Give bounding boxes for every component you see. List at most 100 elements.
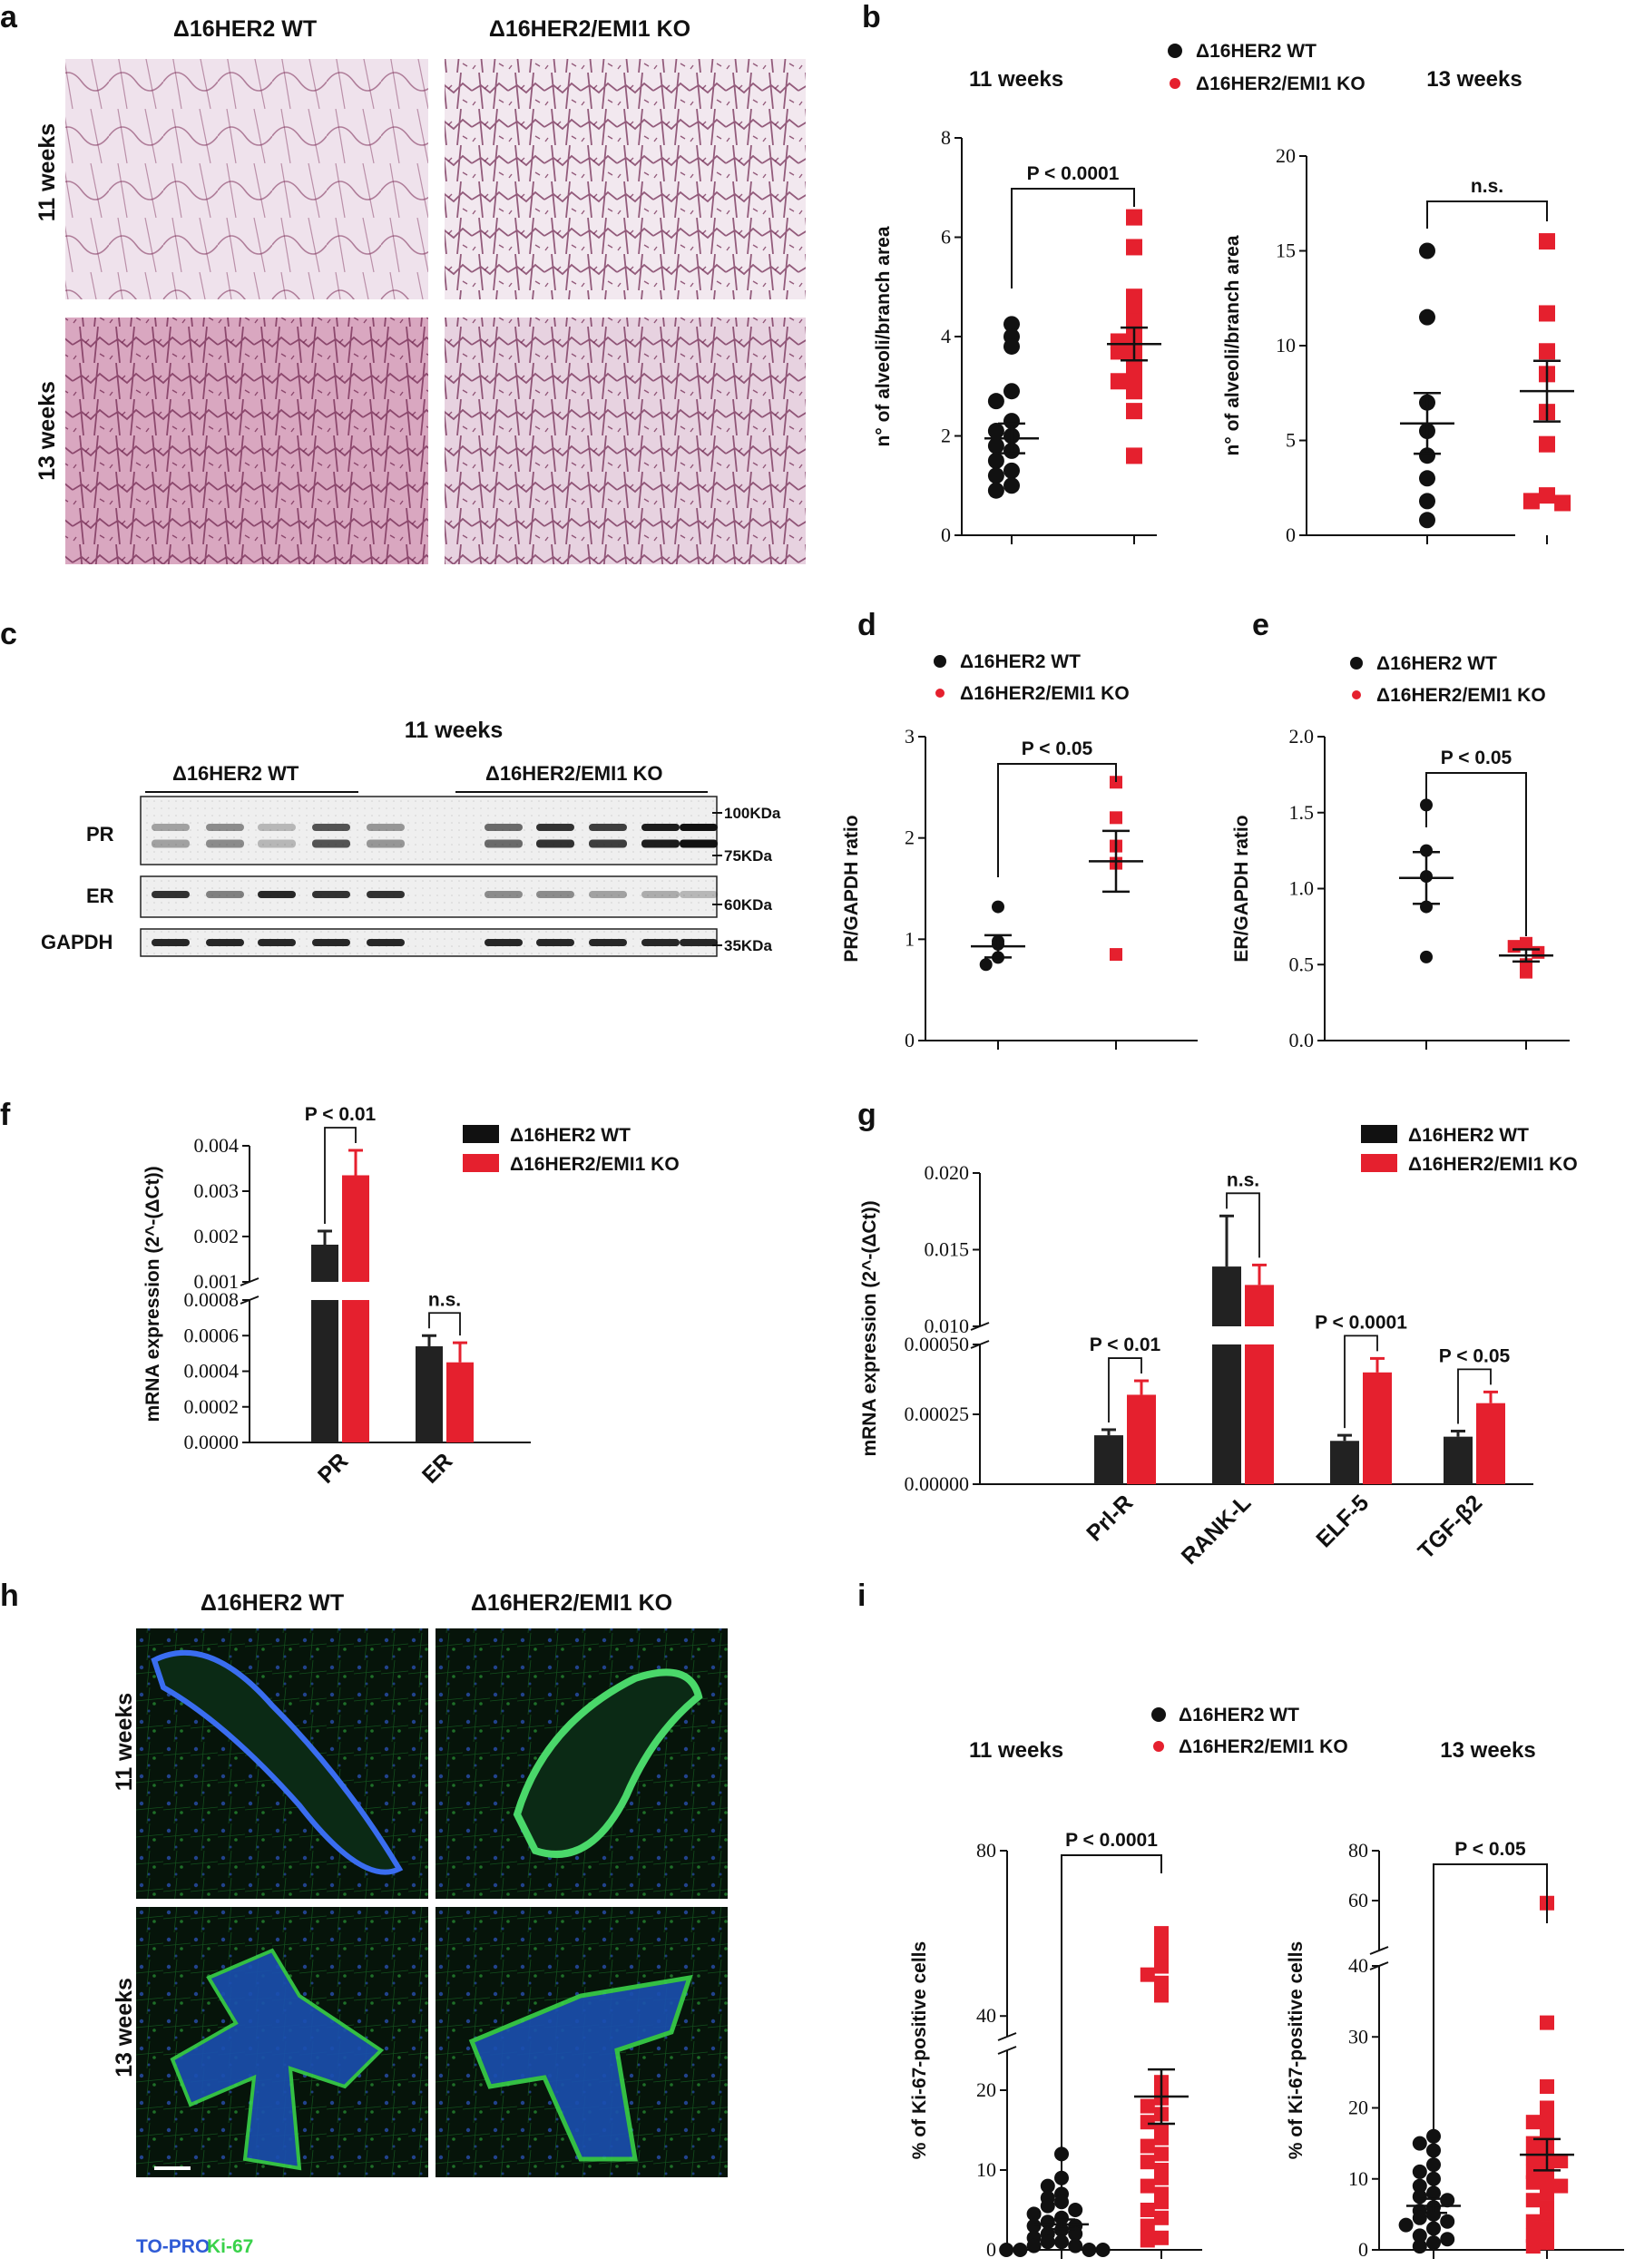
bar-ko — [446, 1362, 474, 1442]
significance-label: P < 0.05 — [1439, 1345, 1511, 1366]
data-point-ko — [1539, 233, 1555, 250]
bar-ko-upper — [1245, 1285, 1274, 1326]
panel-h-col-wt: Δ16HER2 WT — [201, 1590, 344, 1616]
er-band — [312, 891, 350, 898]
significance-bracket — [324, 1127, 357, 1224]
data-point-wt — [1412, 2228, 1427, 2244]
data-point-wt — [1426, 2171, 1441, 2186]
data-point-wt — [1040, 2214, 1055, 2230]
chart-b-13-weeks: 0 5 10 15 20 n° of alveoli/branch area 13 week… — [1222, 67, 1574, 546]
x-category-label: RANK-L — [1177, 1490, 1257, 1569]
data-point-ko — [1553, 2178, 1569, 2194]
data-point-wt — [1040, 2178, 1055, 2194]
pr-band — [206, 824, 244, 831]
y-axis-label: mRNA expression (2^-(ΔCt)) — [859, 1200, 880, 1456]
data-point-wt — [1026, 2238, 1042, 2253]
legend-g-wt-label: Δ16HER2 WT — [1408, 1125, 1529, 1146]
if-image-wt-11w — [136, 1628, 428, 1899]
y-axis-label: % of Ki-67-positive cells — [1286, 1941, 1307, 2159]
data-point-ko — [1126, 367, 1142, 385]
data-point-ko — [1140, 2138, 1155, 2154]
pr-band — [589, 824, 627, 831]
y-tick-label: 6 — [941, 226, 951, 249]
legend-f-wt-swatch — [463, 1125, 499, 1143]
data-point-ko — [1520, 936, 1532, 950]
panel-g-legend: Δ16HER2 WT Δ16HER2/EMI1 KO — [1361, 1125, 1578, 1175]
significance-label: P < 0.01 — [305, 1104, 377, 1125]
data-point-wt — [1420, 844, 1433, 857]
legend-e-wt-marker — [1350, 657, 1363, 670]
panel-a: Δ16HER2 WT Δ16HER2/EMI1 KO 11 weeks 13 w… — [34, 16, 806, 564]
bar-wt-upper — [311, 1245, 338, 1282]
y-tick-label: 10 — [1276, 334, 1296, 357]
panel-label-g: g — [857, 1098, 876, 1132]
data-point-ko — [1126, 239, 1142, 256]
data-point-ko — [1540, 2206, 1554, 2222]
gapdh-band — [680, 939, 718, 946]
bar-ko — [1476, 1403, 1505, 1484]
y-tick-label: 1.0 — [1289, 877, 1315, 900]
data-point-ko — [1522, 493, 1540, 510]
data-point-wt — [1412, 2164, 1427, 2179]
data-point-ko — [1154, 1975, 1169, 1990]
y-tick-label: 3 — [905, 725, 915, 748]
bar-ko-upper — [342, 1175, 369, 1282]
data-point-wt — [1412, 2210, 1427, 2225]
y-tick-label: 0.0006 — [184, 1324, 240, 1346]
chart-subtitle: 13 weeks — [1440, 1738, 1535, 1763]
data-point-ko — [1140, 2155, 1155, 2170]
data-point-ko — [1126, 288, 1142, 306]
y-tick-label: 60 — [1348, 1889, 1368, 1911]
x-category-label: TGF-β2 — [1414, 1490, 1488, 1564]
legend-g-ko-label: Δ16HER2/EMI1 KO — [1408, 1154, 1578, 1175]
data-point-ko — [1540, 2107, 1554, 2123]
data-point-ko — [1110, 343, 1127, 360]
legend-f-ko-label: Δ16HER2/EMI1 KO — [510, 1154, 680, 1175]
significance-label: P < 0.0001 — [1027, 163, 1120, 184]
y-tick-label: 40 — [976, 2004, 996, 2027]
data-point-wt — [1040, 2234, 1055, 2250]
y-axis-label: mRNA expression (2^-(ΔCt)) — [142, 1166, 163, 1422]
legend-d-ko-marker — [935, 689, 945, 698]
data-point-wt — [1412, 2178, 1427, 2194]
gapdh-band — [258, 939, 296, 946]
y-tick-label: 1.5 — [1289, 801, 1315, 824]
data-point-wt — [1054, 2210, 1069, 2225]
significance-label: P < 0.01 — [1090, 1334, 1161, 1355]
y-tick-label: 0 — [941, 523, 951, 546]
y-tick-label: 0 — [1286, 523, 1296, 546]
data-point-ko — [1110, 776, 1122, 789]
gapdh-band — [367, 939, 405, 946]
data-point-ko — [1540, 2235, 1554, 2251]
data-point-wt — [1419, 493, 1435, 510]
pr-band — [536, 839, 574, 848]
er-band — [589, 891, 627, 898]
pr-band — [312, 839, 350, 848]
y-tick-label: 20 — [1276, 144, 1296, 167]
data-point-ko — [1525, 2214, 1541, 2229]
blot-group-ko: Δ16HER2/EMI1 KO — [485, 762, 663, 785]
y-tick-label: 0.004 — [194, 1134, 240, 1157]
data-point-wt — [1419, 242, 1435, 259]
bar-ko-lower — [342, 1300, 369, 1442]
pr-band — [258, 839, 296, 848]
panel-h-col-ko: Δ16HER2/EMI1 KO — [471, 1590, 672, 1616]
panel-e-legend: Δ16HER2 WT Δ16HER2/EMI1 KO — [1350, 653, 1546, 706]
y-tick-label: 0.003 — [194, 1179, 240, 1202]
data-point-ko — [1154, 2130, 1169, 2146]
significance-bracket — [1061, 1854, 1162, 2195]
significance-label: n.s. — [428, 1289, 461, 1310]
pr-band — [536, 824, 574, 831]
legend-ko-marker — [1170, 78, 1180, 89]
marker-100: 100KDa — [724, 805, 781, 822]
y-tick-label: 80 — [1348, 1839, 1368, 1862]
significance-bracket — [1433, 1863, 1548, 2177]
chart-d-pr-gapdh: 0 1 2 3 PR/GAPDH ratio P < 0.05 — [841, 725, 1198, 1051]
data-point-ko — [1507, 940, 1521, 953]
data-point-ko — [1553, 2154, 1569, 2169]
data-point-ko — [1539, 343, 1555, 360]
data-point-wt — [1003, 462, 1020, 479]
data-point-wt — [1440, 2193, 1455, 2208]
axis-break-mark — [997, 2032, 1017, 2055]
